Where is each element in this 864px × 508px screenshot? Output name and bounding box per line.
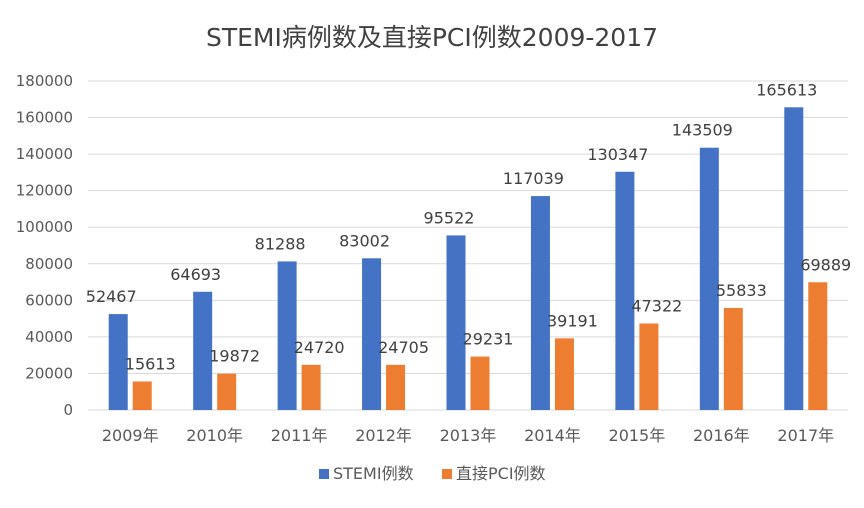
y-tick-label: 140000 [16,145,73,163]
x-tick-label: 2015年 [609,426,666,445]
data-label: 55833 [716,281,767,300]
x-axis-ticks: 2009年 2010年 2011年 2012年 2013年 2014年 2015年 2016年… [102,426,834,445]
bar-pci [639,323,659,410]
data-label: 52467 [86,287,137,306]
y-tick-label: 40000 [25,328,73,346]
data-label: 24705 [378,338,429,357]
bar-stemi [699,147,719,410]
data-label: 143509 [672,121,733,140]
x-tick-label: 2016年 [693,426,750,445]
data-label: 19872 [209,347,260,366]
bar-stemi [530,196,550,410]
bar-pci [554,338,574,410]
bar-pci [132,381,152,410]
data-label: 39191 [547,311,598,330]
data-label: 117039 [503,169,564,188]
x-tick-label: 2014年 [524,426,581,445]
bars [108,107,828,411]
data-label: 81288 [255,234,306,253]
bar-pci [723,307,743,410]
x-tick-label: 2017年 [777,426,834,445]
x-tick-label: 2009年 [102,426,159,445]
grid-lines [88,80,848,411]
data-label: 47322 [631,297,682,316]
bar-stemi [362,258,382,410]
legend: STEMI例数 直接PCI例数 [319,464,546,483]
y-tick-label: 20000 [25,364,73,382]
y-tick-label: 160000 [16,109,73,127]
data-label: 69889 [800,255,851,274]
data-label: 15613 [125,354,176,373]
y-tick-label: 120000 [16,182,73,200]
bar-pci [386,364,406,410]
bar-pci [470,356,490,410]
data-label: 24720 [294,338,345,357]
legend-label: STEMI例数 [333,464,414,483]
bar-pci [301,364,321,410]
y-tick-label: 180000 [16,72,73,90]
y-tick-label: 100000 [16,218,73,236]
data-label: 83002 [339,231,390,250]
data-label: 95522 [424,208,475,227]
bar-stemi [277,261,297,410]
x-tick-label: 2012年 [355,426,412,445]
legend-swatch-stemi [319,469,329,479]
x-tick-label: 2011年 [271,426,328,445]
x-tick-label: 2010年 [186,426,243,445]
data-label: 130347 [587,145,648,164]
bar-stemi [446,235,466,410]
y-tick-label: 80000 [25,255,73,273]
y-axis-ticks: 0 20000 40000 60000 80000 100000 120000 140000 1… [16,72,73,419]
bar-pci [808,282,828,410]
chart-title: STEMI病例数及直接PCI例数2009-2017 [206,23,658,52]
y-tick-label: 60000 [25,291,73,309]
y-tick-label: 0 [63,401,73,419]
bar-stemi [615,171,635,410]
bar-stemi [193,291,213,410]
data-label: 29231 [463,330,514,349]
bar-stemi [784,107,804,411]
data-label: 165613 [756,80,817,99]
data-label: 64693 [170,265,221,284]
legend-label: 直接PCI例数 [456,464,546,483]
data-labels: 52467 15613 64693 19872 81288 24720 83002 24705… [86,80,851,373]
legend-swatch-pci [442,469,452,479]
bar-stemi [108,314,128,410]
bar-pci [217,373,237,410]
x-tick-label: 2013年 [440,426,497,445]
